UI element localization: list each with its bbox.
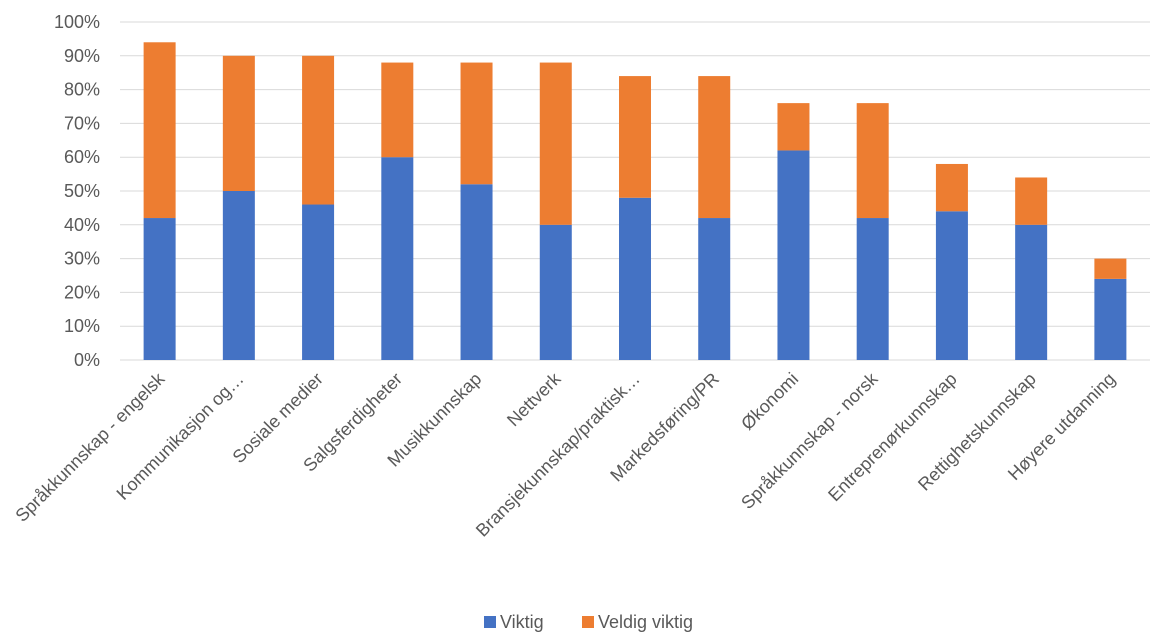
bar-veldig-viktig: [777, 103, 810, 151]
x-category-label: Språkkunnskap - norsk: [737, 368, 882, 513]
bar-veldig-viktig: [1015, 177, 1048, 225]
bar-viktig: [143, 218, 176, 360]
x-category-label: Entreprenørkunnskap: [824, 369, 961, 506]
bar-veldig-viktig: [460, 62, 493, 185]
y-tick-label: 70%: [64, 113, 100, 133]
y-tick-label: 20%: [64, 282, 100, 302]
bar-viktig: [698, 218, 731, 360]
legend: Viktig Veldig viktig: [484, 612, 693, 632]
y-tick-label: 60%: [64, 147, 100, 167]
bar-veldig-viktig: [302, 55, 335, 205]
bar-viktig: [539, 224, 572, 360]
legend-label: Viktig: [500, 612, 544, 632]
y-tick-label: 40%: [64, 215, 100, 235]
x-category-label: Nettverk: [503, 368, 565, 430]
bars: [143, 42, 1127, 360]
x-category-label: Bransjekunnskap/praktisk…: [472, 369, 644, 541]
bar-veldig-viktig: [222, 55, 255, 191]
bar-veldig-viktig: [619, 76, 651, 198]
bar-viktig: [777, 150, 810, 360]
bar-viktig: [619, 197, 651, 360]
bar-veldig-viktig: [698, 76, 731, 219]
bar-veldig-viktig: [1094, 258, 1127, 279]
y-tick-label: 0%: [74, 350, 100, 370]
bar-veldig-viktig: [539, 62, 572, 225]
x-category-label: Språkkunnskap - engelsk: [11, 368, 169, 526]
y-tick-label: 10%: [64, 316, 100, 336]
y-tick-label: 100%: [54, 12, 100, 32]
y-tick-label: 30%: [64, 249, 100, 269]
bar-viktig: [935, 211, 968, 360]
bar-viktig: [1094, 278, 1127, 360]
bar-veldig-viktig: [935, 163, 968, 212]
legend-label: Veldig viktig: [598, 612, 693, 632]
bar-viktig: [460, 184, 493, 360]
bar-viktig: [1015, 224, 1048, 360]
bar-veldig-viktig: [143, 42, 176, 219]
bar-veldig-viktig: [856, 103, 889, 219]
y-tick-label: 50%: [64, 181, 100, 201]
bar-viktig: [856, 218, 889, 360]
y-tick-label: 90%: [64, 46, 100, 66]
bar-viktig: [302, 204, 335, 360]
bar-veldig-viktig: [381, 62, 414, 158]
legend-swatch: [484, 616, 496, 628]
legend-swatch: [582, 616, 594, 628]
bar-viktig: [222, 191, 255, 360]
y-axis-ticks: 0% 10% 20% 30% 40% 50% 60% 70% 80% 90% 100%: [54, 12, 100, 370]
y-tick-label: 80%: [64, 80, 100, 100]
bar-viktig: [381, 157, 414, 360]
x-category-label: Økonomi: [737, 369, 802, 434]
